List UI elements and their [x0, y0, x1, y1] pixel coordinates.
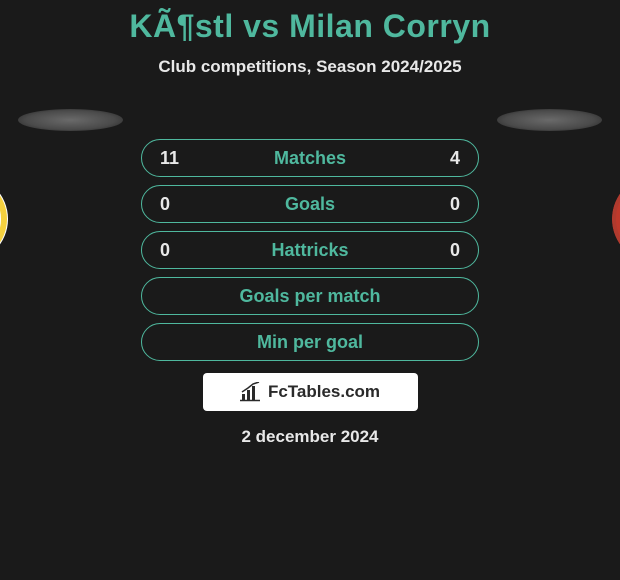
platform-row	[0, 109, 620, 131]
stat-right-value: 4	[450, 148, 460, 169]
date-label: 2 december 2024	[0, 427, 620, 447]
stat-label: Goals per match	[239, 286, 380, 307]
stat-left-value: 11	[160, 148, 179, 169]
ruzomberok-crest-icon	[0, 175, 8, 263]
stat-right-value: 0	[450, 194, 460, 215]
stat-left-value: 0	[160, 194, 170, 215]
season-subtitle: Club competitions, Season 2024/2025	[0, 57, 620, 77]
stat-label: Hattricks	[271, 240, 348, 261]
stat-label: Min per goal	[257, 332, 363, 353]
stat-row-hattricks: 0 Hattricks 0	[141, 231, 479, 269]
platform-left-ellipse	[18, 109, 123, 131]
stat-row-min-per-goal: Min per goal	[141, 323, 479, 361]
stat-right-value: 0	[450, 240, 460, 261]
brand-box[interactable]: FcTables.com	[203, 373, 418, 411]
stat-rows: 11 Matches 4 0 Goals 0 0 Hattricks 0 Goa…	[0, 139, 620, 361]
team-left-badge	[0, 175, 8, 263]
brand-label: FcTables.com	[268, 382, 380, 402]
spartak-trnava-crest-icon	[612, 175, 620, 263]
stat-row-goals-per-match: Goals per match	[141, 277, 479, 315]
stat-row-goals: 0 Goals 0	[141, 185, 479, 223]
stat-left-value: 0	[160, 240, 170, 261]
stat-label: Matches	[274, 148, 346, 169]
stat-row-matches: 11 Matches 4	[141, 139, 479, 177]
page-title: KÃ¶stl vs Milan Corryn	[0, 8, 620, 45]
platform-right-ellipse	[497, 109, 602, 131]
comparison-card: KÃ¶stl vs Milan Corryn Club competitions…	[0, 0, 620, 447]
team-right-badge	[612, 175, 620, 263]
stat-label: Goals	[285, 194, 335, 215]
bar-chart-icon	[240, 382, 262, 402]
